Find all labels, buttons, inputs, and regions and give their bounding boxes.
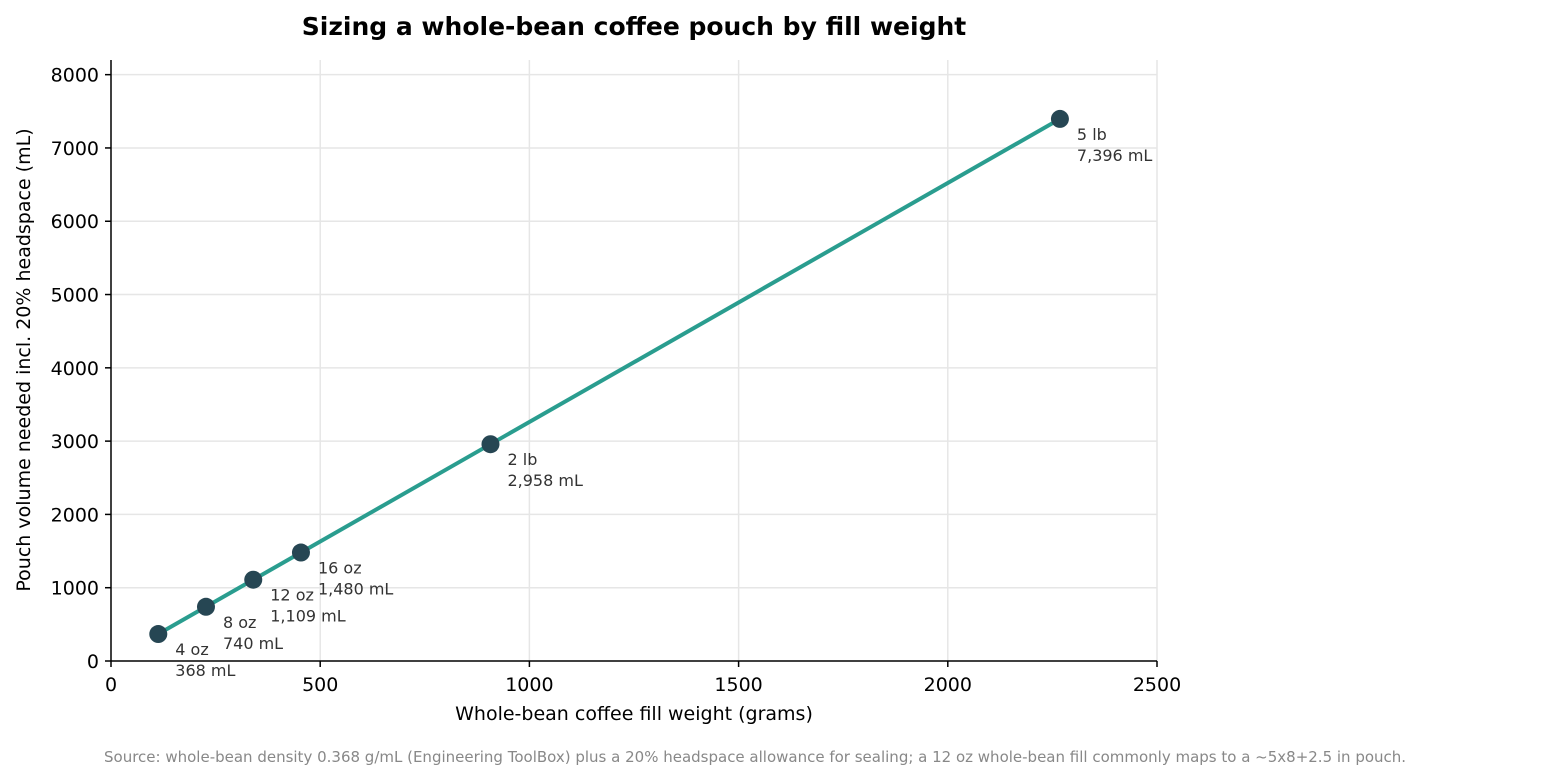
data-point [481,435,500,454]
x-axis-label: Whole-bean coffee fill weight (grams) [455,703,813,725]
data-point [291,543,310,562]
axes [105,60,1158,667]
x-tick-label: 1500 [714,674,762,696]
x-tick-label: 0 [105,674,117,696]
series: 4 oz 368 mL 8 oz 740 mL 12 oz 1,109 mL 16 oz 1,… [149,109,1152,680]
point-value-label: 1,480 mL [318,580,393,599]
data-point [244,570,263,589]
point-label: 4 oz [175,640,208,659]
x-tick-label: 2500 [1133,674,1181,696]
y-tick-label: 3000 [51,431,99,453]
y-tick-label: 7000 [51,138,99,160]
point-label: 16 oz [318,559,362,578]
y-tick-label: 1000 [51,578,99,600]
y-tick-label: 8000 [51,65,99,87]
point-label: 2 lb [507,450,537,469]
x-tick-label: 1000 [505,674,553,696]
y-tick-label: 0 [87,651,99,673]
y-tick-label: 2000 [51,504,99,526]
series-line [157,117,1061,636]
y-tick-label: 6000 [51,211,99,233]
data-point [196,597,215,616]
point-value-label: 2,958 mL [507,471,582,490]
x-tick-label: 500 [302,674,338,696]
y-tick-label: 4000 [51,358,99,380]
source-note: Source: whole-bean density 0.368 g/mL (E… [104,748,1406,766]
grid [111,60,1158,661]
y-axis-label: Pouch volume needed incl. 20% headspace … [13,128,35,591]
point-value-label: 740 mL [223,634,283,653]
x-tick-label: 2000 [924,674,972,696]
point-value-label: 7,396 mL [1077,146,1152,165]
point-label: 8 oz [223,613,256,632]
data-point [1050,109,1069,128]
point-value-label: 1,109 mL [270,607,345,626]
y-tick-label: 5000 [51,285,99,307]
tick-labels: 0 500 1000 1500 2000 2500 0 1000 2000 3000 4000 500… [51,65,1182,696]
point-label: 12 oz [270,586,314,605]
point-label: 5 lb [1077,125,1107,144]
chart-title: Sizing a whole-bean coffee pouch by fill… [302,12,966,41]
point-value-label: 368 mL [175,661,235,680]
data-point [149,625,168,644]
